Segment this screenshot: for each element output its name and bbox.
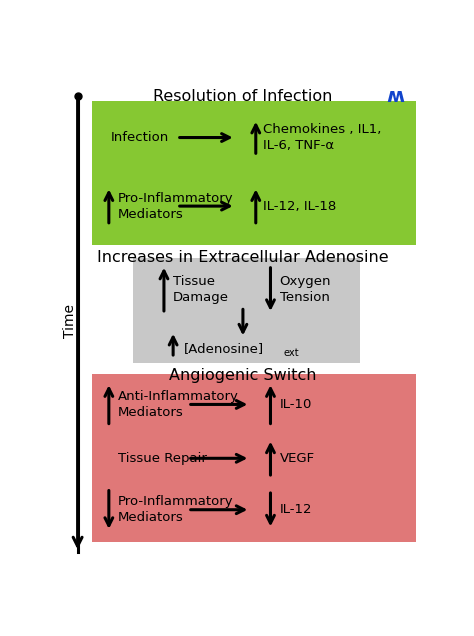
Bar (92, 373, 416, 542)
Text: Resolution of Infection: Resolution of Infection (153, 88, 333, 104)
Bar (133, 258, 360, 363)
Text: Pro-Inflammatory
Mediators: Pro-Inflammatory Mediators (118, 495, 234, 524)
Text: Chemokines , IL1,
IL-6, TNF-α: Chemokines , IL1, IL-6, TNF-α (263, 123, 382, 152)
Text: IL-12, IL-18: IL-12, IL-18 (263, 200, 337, 212)
Text: Pro-Inflammatory
Mediators: Pro-Inflammatory Mediators (118, 191, 234, 221)
Text: Tissue Repair: Tissue Repair (118, 452, 207, 465)
Text: ext: ext (283, 348, 299, 358)
Text: Increases in Extracellular Adenosine: Increases in Extracellular Adenosine (97, 250, 389, 265)
Text: [Adenosine]: [Adenosine] (184, 342, 264, 355)
Text: Oxygen
Tension: Oxygen Tension (280, 275, 331, 304)
Text: Anti-Inflammatory
Mediators: Anti-Inflammatory Mediators (118, 390, 239, 419)
Text: ʍ: ʍ (386, 87, 404, 106)
Text: Tissue
Damage: Tissue Damage (173, 275, 229, 304)
Text: IL-12: IL-12 (280, 503, 312, 516)
Text: IL-10: IL-10 (280, 398, 312, 411)
Text: VEGF: VEGF (280, 452, 315, 465)
Text: Angiogenic Switch: Angiogenic Switch (169, 368, 317, 383)
Text: Time: Time (63, 304, 76, 338)
Bar (92, 100, 416, 245)
Text: Infection: Infection (111, 131, 169, 144)
